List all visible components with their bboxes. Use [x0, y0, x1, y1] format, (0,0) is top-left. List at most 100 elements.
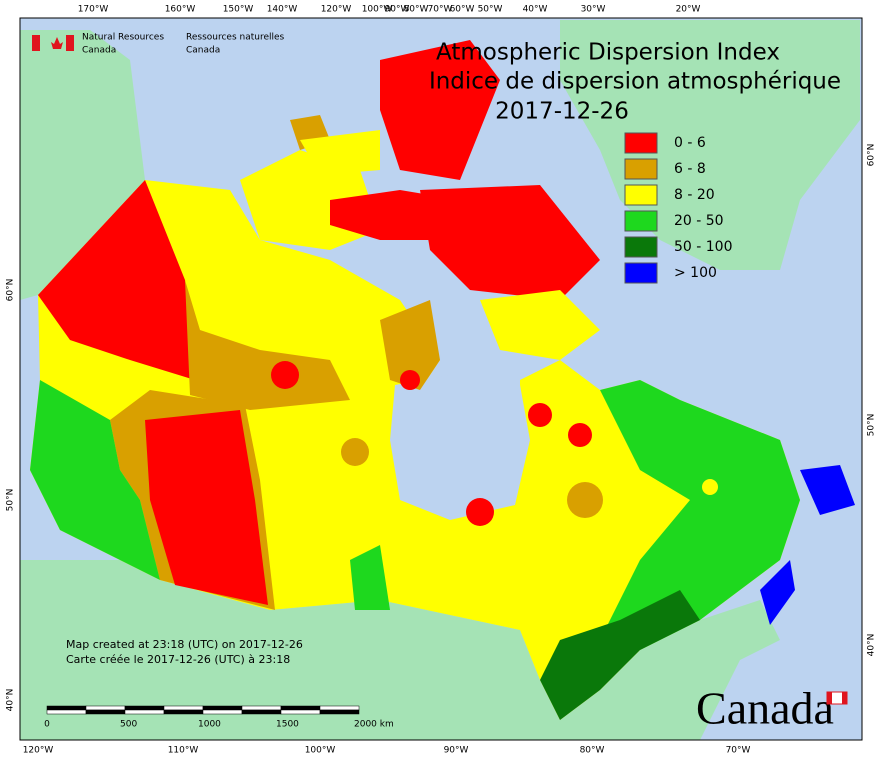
region — [600, 380, 800, 650]
scale-segment — [241, 705, 282, 711]
legend-swatch — [624, 210, 658, 232]
agency-name: Canada — [186, 46, 220, 56]
island — [300, 130, 380, 175]
longitude-label: 20°W — [676, 5, 701, 15]
legend-swatch — [624, 184, 658, 206]
region — [185, 280, 350, 410]
scale-segment — [163, 709, 204, 715]
latitude-label: 50°N — [6, 489, 16, 512]
scale-segment — [124, 709, 165, 715]
scale-segment — [280, 705, 321, 711]
longitude-label: 60°W — [450, 5, 475, 15]
greenland — [560, 20, 860, 270]
longitude-label: 100°W — [362, 5, 393, 15]
legend-label: 6 - 8 — [674, 161, 706, 177]
scale-segment — [163, 705, 204, 711]
longitude-label: 150°W — [223, 5, 254, 15]
legend-label: 0 - 6 — [674, 135, 706, 151]
latitude-label: 60°N — [867, 144, 877, 167]
region — [341, 438, 369, 466]
scale-label: 0 — [44, 720, 50, 730]
alaska — [20, 30, 145, 300]
latitude-label: 60°N — [6, 279, 16, 302]
scale-segment — [85, 709, 126, 715]
longitude-label: 90°W — [385, 5, 410, 15]
scale-label: 2000 km — [354, 720, 394, 730]
wordmark-flag — [842, 692, 847, 704]
longitude-label: 70°W — [726, 746, 751, 756]
region — [466, 498, 494, 526]
title: Indice de dispersion atmosphérique — [429, 69, 841, 95]
title: Atmospheric Dispersion Index — [436, 40, 780, 66]
region — [702, 479, 718, 495]
scale-segment — [46, 705, 87, 711]
flag-leaf — [51, 37, 63, 49]
frame — [19, 17, 863, 741]
longitude-label: 80°W — [404, 5, 429, 15]
region — [30, 380, 160, 580]
region — [567, 482, 603, 518]
scale-segment — [241, 709, 282, 715]
wordmark-flag — [827, 692, 832, 704]
longitude-label: 70°W — [428, 5, 453, 15]
scale-segment — [319, 705, 360, 711]
region — [540, 590, 700, 720]
longitude-label: 170°W — [78, 5, 109, 15]
agency-name: Natural Resources — [82, 33, 164, 43]
region — [568, 423, 592, 447]
scale-segment — [85, 705, 126, 711]
credit: Map created at 23:18 (UTC) on 2017-12-26 — [66, 638, 303, 651]
region — [271, 361, 299, 389]
longitude-label: 50°W — [478, 5, 503, 15]
longitude-label: 140°W — [267, 5, 298, 15]
legend-label: > 100 — [674, 265, 717, 281]
legend-label: 8 - 20 — [674, 187, 715, 203]
scale-segment — [319, 709, 360, 715]
agency-name: Ressources naturelles — [186, 33, 285, 43]
region — [350, 545, 390, 610]
title: 2017-12-26 — [495, 99, 629, 125]
legend-swatch — [624, 158, 658, 180]
latitude-label: 50°N — [867, 414, 877, 437]
longitude-label: 90°W — [444, 746, 469, 756]
flag-bar — [32, 35, 40, 51]
scale-label: 500 — [120, 720, 137, 730]
scale-segment — [124, 705, 165, 711]
usa — [20, 300, 780, 740]
region — [528, 403, 552, 427]
longitude-label: 30°W — [581, 5, 606, 15]
hudson-bay — [390, 375, 530, 520]
region — [145, 410, 268, 605]
legend-swatch — [624, 262, 658, 284]
credit: Carte créée le 2017-12-26 (UTC) à 23:18 — [66, 653, 290, 666]
region — [400, 370, 420, 390]
region — [800, 465, 855, 515]
scale-label: 1000 — [198, 720, 221, 730]
flag-bar — [66, 35, 74, 51]
longitude-label: 120°W — [321, 5, 352, 15]
longitude-label: 120°W — [23, 746, 54, 756]
agency-name: Canada — [82, 46, 116, 56]
scale-segment — [46, 709, 87, 715]
scale-segment — [280, 709, 321, 715]
region — [760, 560, 795, 625]
scale-segment — [202, 709, 243, 715]
legend-swatch — [624, 132, 658, 154]
legend-swatch — [624, 236, 658, 258]
longitude-label: 80°W — [580, 746, 605, 756]
longitude-label: 40°W — [523, 5, 548, 15]
longitude-label: 160°W — [165, 5, 196, 15]
legend-label: 50 - 100 — [674, 239, 733, 255]
latitude-label: 40°N — [867, 634, 877, 657]
wordmark: Canada — [696, 683, 834, 734]
island — [420, 185, 600, 300]
longitude-label: 100°W — [305, 746, 336, 756]
island — [480, 290, 600, 360]
latitude-label: 40°N — [6, 689, 16, 712]
longitude-label: 110°W — [168, 746, 199, 756]
legend-label: 20 - 50 — [674, 213, 724, 229]
region — [38, 180, 195, 380]
scale-segment — [202, 705, 243, 711]
region — [380, 300, 440, 390]
